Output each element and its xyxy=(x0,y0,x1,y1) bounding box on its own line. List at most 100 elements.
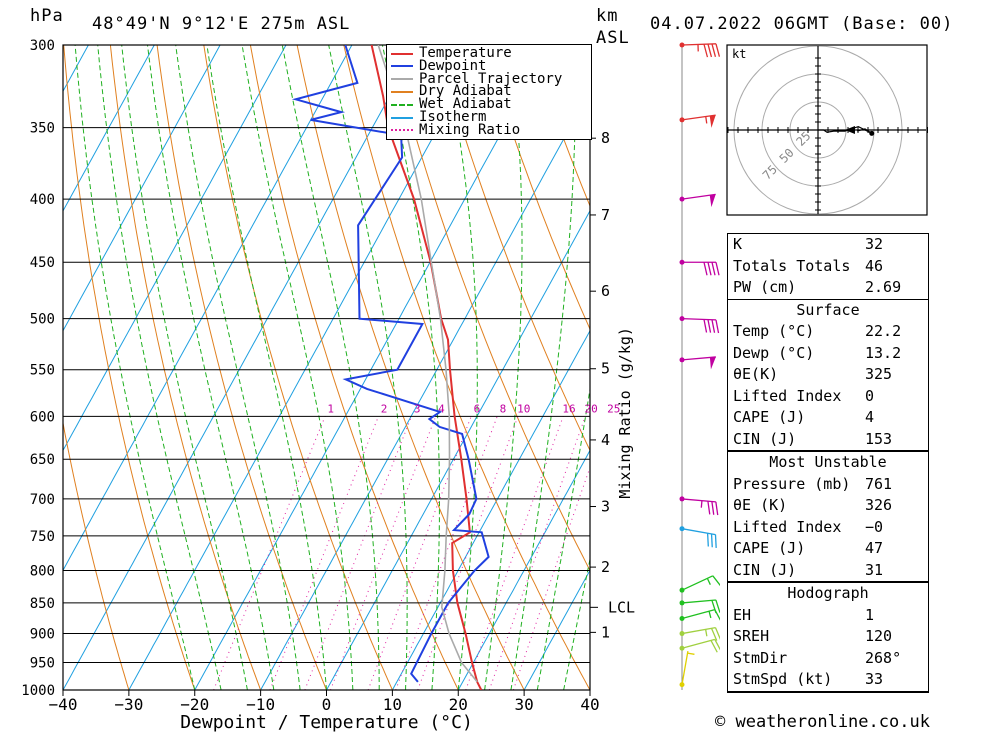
isotherm-line xyxy=(63,45,155,212)
mixing-ratio-label: 25 xyxy=(607,402,620,415)
legend-item: Temperature xyxy=(391,46,512,60)
table-value: 13.2 xyxy=(865,343,902,362)
table-label: θE (K) xyxy=(733,496,788,514)
table-label: Totals Totals xyxy=(733,256,851,275)
wind-barb-flag xyxy=(714,627,720,640)
table-row: Temp (°C) 22.2 xyxy=(728,321,928,343)
km-tick-label: 8 xyxy=(601,129,610,147)
mixing-ratio-line xyxy=(395,416,498,690)
mixing-ratio-line xyxy=(488,416,586,690)
mixing-ratio-label: 8 xyxy=(500,402,507,415)
table-label: Temp (°C) xyxy=(733,322,815,340)
wind-barb xyxy=(679,651,695,688)
table-row: CIN (J) 153 xyxy=(728,429,928,451)
table-row: Totals Totals 46 xyxy=(728,256,928,278)
hodograph-unit: kt xyxy=(732,47,746,61)
table-row: StmSpd (kt) 33 xyxy=(728,669,928,691)
table-value: 120 xyxy=(865,627,893,645)
wind-barb xyxy=(679,599,720,614)
wind-barb-shaft xyxy=(681,651,689,685)
table-value: 22.2 xyxy=(865,322,902,340)
table-value: 46 xyxy=(865,256,884,275)
dry-adiabat-line xyxy=(249,45,459,690)
table-label: StmDir xyxy=(733,648,788,667)
wind-barb-flag xyxy=(714,639,720,651)
table-label: CIN (J) xyxy=(733,429,797,448)
legend-item: Isotherm xyxy=(391,110,486,124)
wind-barb-half xyxy=(705,116,708,124)
legend-swatch xyxy=(391,78,413,81)
wind-barb xyxy=(679,496,719,516)
wind-barb-shaft xyxy=(681,318,717,321)
legend-label: Mixing Ratio xyxy=(419,121,521,138)
wind-barb-flag xyxy=(711,43,717,58)
mixing-ratio-label: 3 xyxy=(414,402,421,415)
km-tick-label: 4 xyxy=(601,431,610,449)
wind-barb-half xyxy=(700,500,703,508)
table-value: 1 xyxy=(865,605,875,624)
km-tick-label: 3 xyxy=(601,498,610,516)
wind-barb xyxy=(679,627,720,641)
wet-adiabat-line xyxy=(206,45,327,690)
km-tick-label: 5 xyxy=(601,360,610,378)
pressure-tick-label: 650 xyxy=(30,452,55,468)
table-label: EH xyxy=(733,605,752,624)
isotherm-line xyxy=(63,45,419,690)
dry-adiabat-line xyxy=(109,45,262,690)
wind-barb-flag xyxy=(703,319,708,333)
wind-barb-flag xyxy=(714,609,720,621)
wind-barb xyxy=(679,316,720,334)
dry-adiabat-line xyxy=(671,45,720,690)
series-dewpoint xyxy=(291,45,490,683)
x-tick-label: 30 xyxy=(514,695,533,714)
wind-barb xyxy=(679,356,716,370)
unit-km: km xyxy=(596,6,619,26)
x-tick-label: −10 xyxy=(246,695,275,714)
pressure-tick-label: 400 xyxy=(30,192,55,208)
table-row: StmDir 268° xyxy=(728,648,928,670)
unit-asl: ASL xyxy=(596,28,630,48)
pressure-tick-label: 350 xyxy=(30,121,55,137)
hodograph-trace xyxy=(818,125,873,134)
pressure-tick-label: 1000 xyxy=(21,683,55,699)
wind-barb-flag xyxy=(712,575,720,587)
isotherm-line xyxy=(457,449,590,690)
pressure-tick-label: 450 xyxy=(30,255,55,271)
table-label: CAPE (J) xyxy=(733,408,806,426)
wet-adiabat-line xyxy=(121,45,248,690)
pressure-tick-label: 500 xyxy=(30,312,55,328)
wind-barb-flag xyxy=(715,262,720,276)
wind-barb xyxy=(679,609,720,621)
pressure-tick-label: 900 xyxy=(30,627,55,643)
legend-swatch xyxy=(391,116,413,119)
wet-adiabat-line xyxy=(175,45,301,690)
mixing-ratio-label: 6 xyxy=(474,402,481,415)
x-tick-label: 0 xyxy=(322,695,332,714)
wind-barb-shaft xyxy=(681,43,717,46)
table-label: Dewp (°C) xyxy=(733,343,815,362)
wet-adiabat-line xyxy=(510,45,576,690)
wind-barb-shaft xyxy=(681,638,716,649)
wind-barb xyxy=(679,42,720,58)
wind-barb-flag xyxy=(715,501,719,516)
wind-barb-pennant xyxy=(709,356,716,370)
dry-adiabat-line xyxy=(483,45,590,331)
table-label: Pressure (mb) xyxy=(733,474,851,493)
wind-barb-flag xyxy=(707,319,712,333)
wind-barb-shaft xyxy=(681,609,716,620)
table-row: SREH 120 xyxy=(728,626,928,648)
wind-barb-flag xyxy=(706,533,709,547)
wind-barb-flag xyxy=(710,628,718,641)
table-label: Lifted Index xyxy=(733,517,842,536)
legend-item: Dewpoint xyxy=(391,59,486,73)
table-section: Hodograph EH 1 SREH 120 StmDir 268° StmSpd (kt)… xyxy=(727,582,929,692)
table-value: 326 xyxy=(865,496,893,514)
legend-item: Mixing Ratio xyxy=(391,121,521,138)
storm-motion-arrow xyxy=(844,126,855,134)
legend-swatch xyxy=(391,129,413,132)
mixing-ratio-line xyxy=(330,416,437,690)
wind-barb-flag xyxy=(715,599,720,613)
mixing-ratio-label: 1 xyxy=(327,402,334,415)
wind-barb-flag xyxy=(710,533,713,548)
